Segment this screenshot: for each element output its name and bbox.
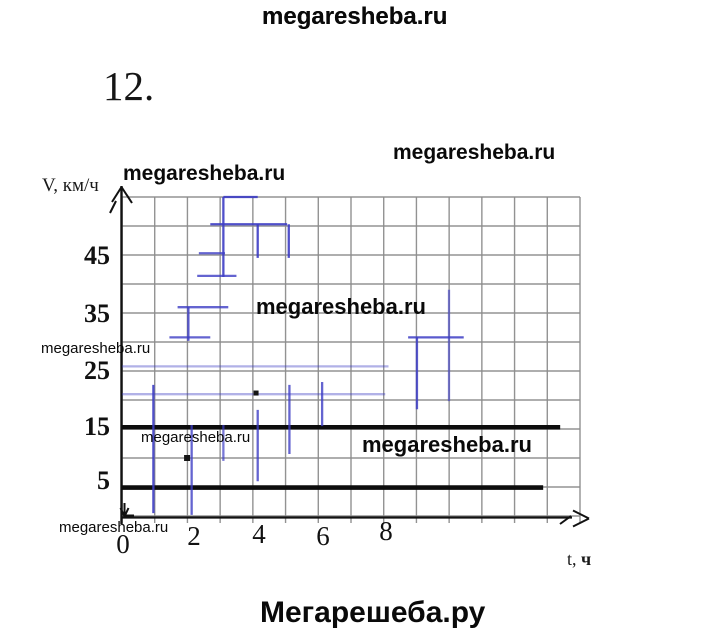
x-axis-title-prefix: t, bbox=[567, 549, 577, 569]
axis-arrow-stroke bbox=[111, 186, 123, 203]
watermark: megaresheba.ru bbox=[256, 294, 426, 319]
watermark: megaresheba.ru bbox=[393, 141, 556, 164]
data-point bbox=[253, 390, 259, 396]
axis-arrow-stroke bbox=[109, 200, 117, 214]
watermark-top: megaresheba.ru bbox=[262, 3, 448, 30]
y-tick-label: 5 bbox=[97, 466, 110, 495]
x-tick-label: 8 bbox=[379, 516, 393, 546]
x-axis-title-unit: ч bbox=[581, 549, 592, 569]
watermark: megaresheba.ru bbox=[41, 340, 151, 357]
axis-arrow-stroke bbox=[120, 186, 133, 204]
x-axis-title: t, ч bbox=[567, 549, 591, 570]
x-tick-label: 2 bbox=[187, 521, 201, 551]
x-tick-label: 0 bbox=[116, 529, 130, 559]
watermark: megaresheba.ru bbox=[59, 519, 169, 536]
data-point bbox=[184, 455, 191, 461]
y-tick-label: 35 bbox=[84, 299, 110, 328]
y-tick-label: 45 bbox=[84, 241, 110, 270]
watermark: megaresheba.ru bbox=[123, 162, 286, 185]
axis-arrow-stroke bbox=[123, 507, 130, 517]
x-tick-label: 6 bbox=[316, 521, 330, 551]
y-tick-label: 25 bbox=[84, 356, 110, 385]
axis-arrow-stroke bbox=[572, 517, 590, 528]
axis-arrow-stroke bbox=[559, 515, 572, 525]
footer-brand: Мегарешеба.ру bbox=[260, 596, 486, 629]
y-tick-label: 15 bbox=[84, 412, 110, 441]
x-tick-label: 4 bbox=[252, 519, 266, 549]
watermark: megaresheba.ru bbox=[141, 429, 251, 446]
axis-arrow-stroke bbox=[572, 509, 590, 520]
watermark: megaresheba.ru bbox=[262, 3, 448, 30]
watermark: megaresheba.ru bbox=[362, 432, 532, 457]
y-axis-title: V, км/ч bbox=[42, 175, 99, 196]
problem-number: 12. bbox=[103, 63, 155, 109]
axis-arrow-stroke bbox=[119, 507, 126, 517]
